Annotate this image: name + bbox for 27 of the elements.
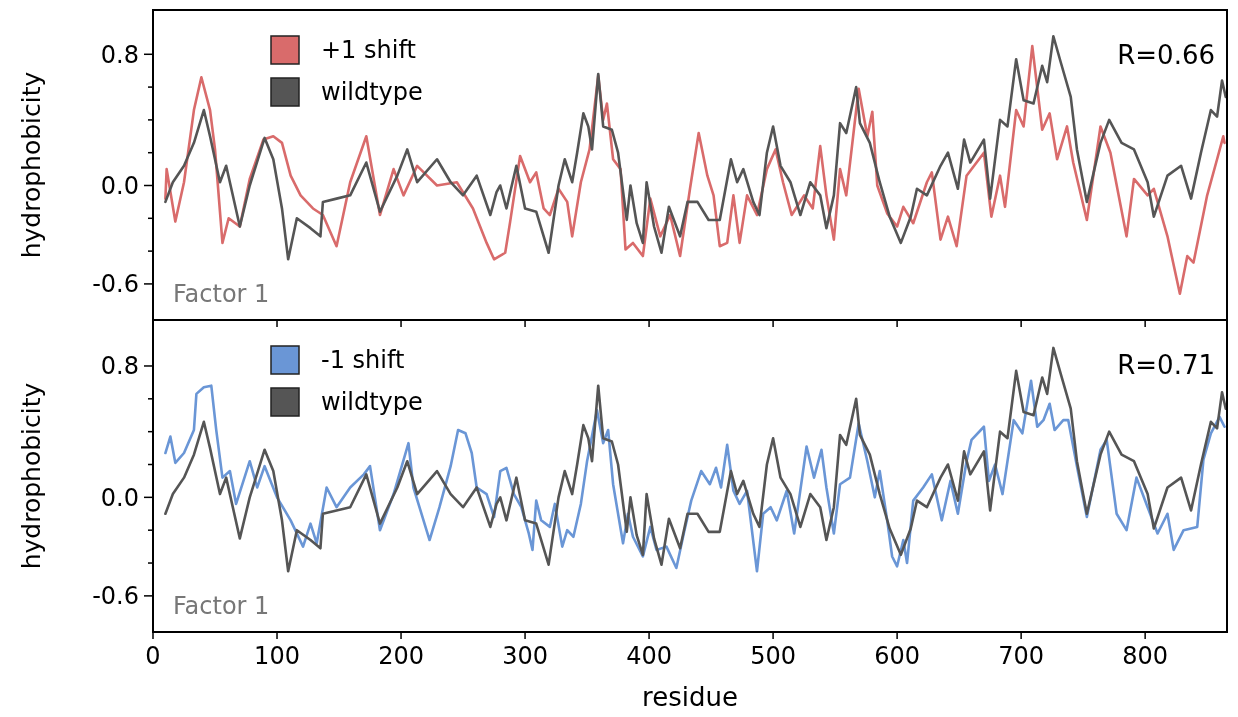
x-axis-title: residue xyxy=(642,682,738,712)
y-axis-title: hydrophobicity xyxy=(17,71,46,259)
y-tick-label: -0.6 xyxy=(92,582,139,611)
annotation: Factor 1 xyxy=(173,280,270,308)
line-series xyxy=(164,34,1227,261)
x-tick-label: 400 xyxy=(626,642,672,670)
y-tick-label: 0.8 xyxy=(100,352,139,381)
annotation: R=0.66 xyxy=(1117,40,1215,70)
x-tick-label: 200 xyxy=(378,642,424,670)
x-tick-label: 600 xyxy=(874,642,921,670)
legend-label: -1 shift xyxy=(321,346,405,375)
x-tick-label: 700 xyxy=(998,642,1045,670)
x-tick-label: 0 xyxy=(145,642,161,670)
y-axis-title: hydrophobicity xyxy=(17,382,46,570)
x-tick-label: 300 xyxy=(502,642,548,670)
annotation: R=0.71 xyxy=(1117,350,1215,380)
x-tick-label: 500 xyxy=(750,642,796,670)
y-tick-label: 0.0 xyxy=(100,483,139,512)
legend-label: wildtype xyxy=(321,78,423,107)
legend-label: wildtype xyxy=(321,388,423,417)
y-tick-label: 0.0 xyxy=(100,171,139,200)
x-tick-label: 800 xyxy=(1122,642,1169,670)
x-tick-label: 100 xyxy=(254,642,300,670)
annotation: Factor 1 xyxy=(173,592,270,620)
y-tick-label: 0.8 xyxy=(100,40,139,69)
y-tick-label: -0.6 xyxy=(92,270,139,299)
legend-label: +1 shift xyxy=(321,36,416,65)
